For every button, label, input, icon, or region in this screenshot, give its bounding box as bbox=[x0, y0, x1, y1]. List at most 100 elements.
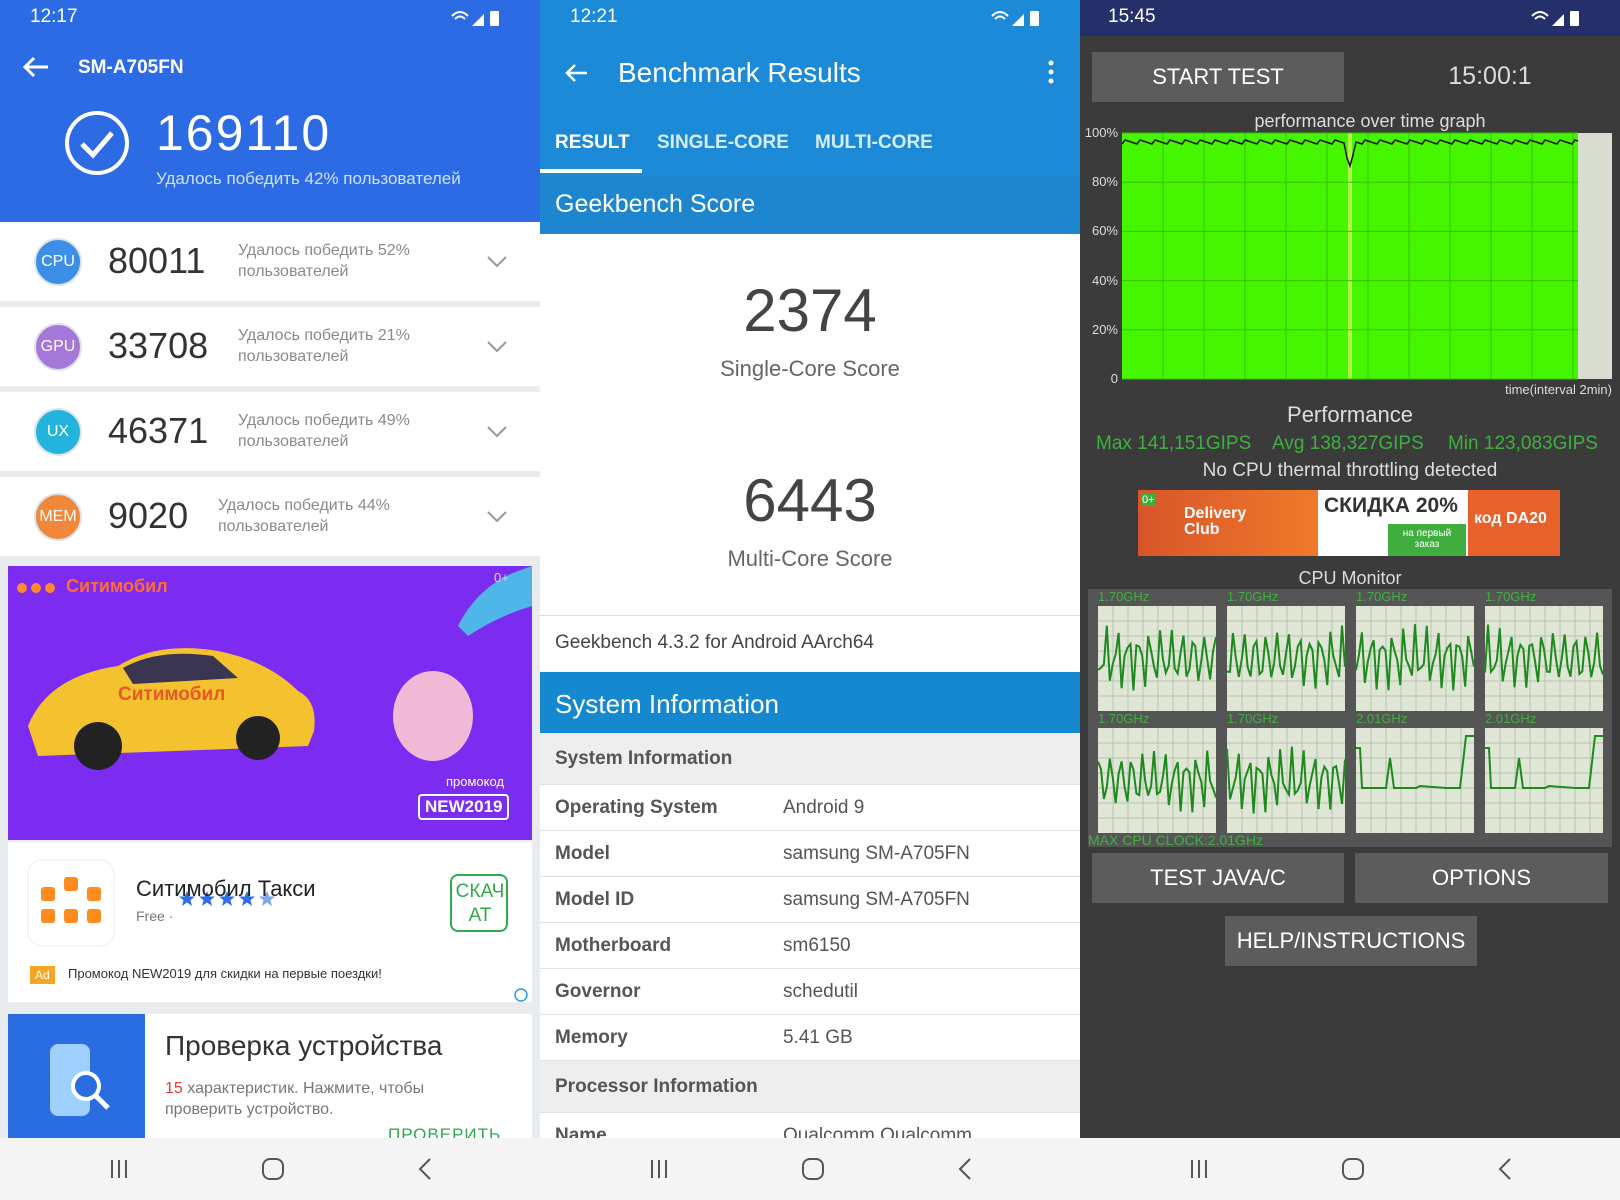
signal-icon bbox=[1552, 14, 1564, 26]
score-row[interactable]: GPU 33708 Удалось победить 21% пользовател… bbox=[0, 307, 540, 386]
row-score: 9020 bbox=[108, 495, 189, 536]
check-mark bbox=[80, 131, 114, 159]
throttling-panel: 15:45 START TEST 15:00:1 performance over t… bbox=[1080, 0, 1620, 1200]
back-icon bbox=[1498, 1158, 1511, 1180]
ad-art bbox=[17, 566, 532, 770]
tab[interactable]: SINGLE-CORE bbox=[657, 132, 789, 153]
home-icon bbox=[1342, 1158, 1364, 1180]
core-frequency: 1.70GHz bbox=[1098, 711, 1150, 726]
core-line bbox=[1226, 625, 1346, 689]
info-circle bbox=[514, 988, 528, 1002]
status-bar bbox=[1080, 0, 1620, 36]
score-value: 2374 bbox=[743, 277, 877, 344]
back-arrow bbox=[565, 64, 587, 82]
ad-left bbox=[1138, 490, 1318, 556]
row-score: 46371 bbox=[108, 410, 209, 451]
group-header: System Information bbox=[540, 733, 1080, 785]
menu-dot bbox=[1048, 78, 1054, 84]
monitor-title: CPU Monitor bbox=[1298, 568, 1402, 588]
logo-dot bbox=[17, 583, 27, 593]
battery-icon bbox=[490, 11, 499, 26]
status-icons bbox=[1531, 11, 1579, 26]
status-time: 12:21 bbox=[570, 6, 618, 27]
core-bg bbox=[1485, 606, 1603, 711]
core-line bbox=[1097, 625, 1217, 691]
core-bg bbox=[1485, 728, 1603, 833]
back-button bbox=[22, 56, 48, 78]
score-row[interactable]: CPU 80011 Удалось победить 52% пользовател… bbox=[0, 222, 540, 301]
menu-dot bbox=[1048, 60, 1054, 66]
header bbox=[0, 0, 540, 222]
x-axis-label: time(interval 2min) bbox=[1505, 382, 1612, 397]
device-name: SM-A705FN bbox=[78, 57, 184, 78]
performance-stat: Min 123,083GIPS bbox=[1448, 433, 1598, 454]
core-graph bbox=[1226, 728, 1346, 833]
core-line bbox=[1485, 735, 1603, 789]
star bbox=[199, 891, 215, 906]
tab-indicator bbox=[540, 169, 642, 173]
core-frequency: 2.01GHz bbox=[1485, 711, 1537, 726]
install-button[interactable]: СКАЧАТ bbox=[450, 874, 508, 932]
score-label: Single-Core Score bbox=[720, 356, 900, 381]
phone-icon bbox=[50, 1044, 110, 1116]
ad-right bbox=[1468, 490, 1560, 556]
info-title: System Information bbox=[555, 689, 779, 719]
star bbox=[219, 891, 235, 906]
score-value: 6443 bbox=[743, 467, 877, 534]
status-icons bbox=[451, 11, 499, 26]
piggy-bank bbox=[393, 671, 473, 761]
star bbox=[239, 891, 255, 906]
core-frequency: 2.01GHz bbox=[1356, 711, 1408, 726]
badge-circle bbox=[34, 408, 82, 456]
back-arrow bbox=[22, 56, 48, 78]
nav-icons bbox=[1191, 1158, 1511, 1180]
performance-line bbox=[1121, 139, 1579, 169]
magnifier bbox=[71, 1071, 101, 1101]
nav-icons bbox=[111, 1158, 431, 1180]
car-label: Ситимобил bbox=[118, 684, 226, 705]
icon-dot bbox=[41, 887, 55, 901]
graph-remaining bbox=[1578, 133, 1612, 379]
start-button[interactable]: START TEST bbox=[1092, 52, 1344, 102]
row-text: Удалось победить 44% пользователей bbox=[218, 497, 390, 535]
info-bar bbox=[540, 672, 1080, 733]
help-button[interactable]: HELP/INSTRUCTIONS bbox=[1225, 916, 1477, 966]
ad-badge-bg bbox=[1388, 524, 1466, 556]
info-key: Operating System bbox=[555, 797, 718, 818]
action-button[interactable]: TEST JAVA/C bbox=[1092, 853, 1344, 903]
info-icon bbox=[514, 988, 528, 1002]
total-text: Удалось победить 42% пользователей bbox=[156, 169, 461, 188]
graph-title: performance over time graph bbox=[1254, 111, 1486, 131]
ad-brand: Delivery Club bbox=[1184, 505, 1247, 538]
device-check-card[interactable]: Проверка устройства 15 характеристик. Наж… bbox=[8, 1014, 532, 1154]
core-bg bbox=[1227, 728, 1345, 833]
ad-banner: 0+ Delivery Club СКИДКА 20% на первый заказ… bbox=[1138, 490, 1560, 556]
info-key: Motherboard bbox=[555, 935, 672, 956]
app-price: Free · bbox=[136, 908, 174, 924]
info-value: samsung SM-A705FN bbox=[783, 889, 970, 910]
info-key: Model bbox=[555, 843, 610, 864]
badge bbox=[34, 323, 82, 371]
core-graph bbox=[1097, 606, 1217, 711]
ad-corner: 0+ bbox=[494, 570, 509, 585]
promo-code: NEW2019 bbox=[418, 794, 510, 820]
total-score: 169110 bbox=[156, 105, 332, 161]
card-count: 15 bbox=[165, 1080, 183, 1097]
score-row[interactable]: MEM 9020 Удалось победить 44% пользователе… bbox=[0, 477, 540, 556]
app-name: Ситимобил Такси bbox=[136, 876, 316, 901]
core-graph bbox=[1484, 606, 1604, 711]
battery-icon bbox=[1030, 11, 1039, 26]
score-row[interactable]: UX 46371 Удалось победить 49% пользователе… bbox=[0, 392, 540, 471]
geekbench-panel: 12:21 Benchmark Results RESULT SINGLE-CORE M… bbox=[540, 0, 1080, 1200]
core-graph bbox=[1355, 606, 1475, 711]
badge-label: GPU bbox=[40, 338, 76, 355]
status-time: 12:17 bbox=[30, 6, 78, 27]
y-tick-label: 0 bbox=[1110, 371, 1118, 386]
magnifier-handle bbox=[93, 1093, 110, 1110]
tab[interactable]: RESULT bbox=[555, 132, 630, 153]
tab[interactable]: MULTI-CORE bbox=[815, 132, 933, 153]
core-line bbox=[1356, 735, 1474, 789]
ad-banner: Ситимобил 0+ Ситимобил промокод NEW2019 bbox=[8, 566, 532, 840]
action-button[interactable]: OPTIONS bbox=[1355, 853, 1608, 903]
promo-label: промокод bbox=[446, 774, 505, 789]
